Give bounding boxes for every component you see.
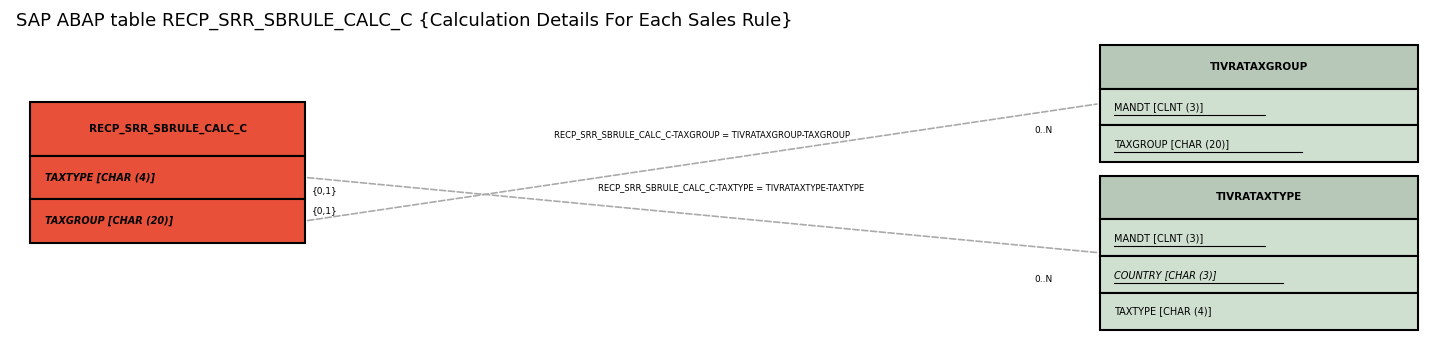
FancyBboxPatch shape [1100,176,1418,219]
FancyBboxPatch shape [1100,219,1418,256]
FancyBboxPatch shape [1100,256,1418,293]
Text: RECP_SRR_SBRULE_CALC_C-TAXTYPE = TIVRATAXTYPE-TAXTYPE: RECP_SRR_SBRULE_CALC_C-TAXTYPE = TIVRATA… [598,183,864,192]
Text: MANDT [CLNT (3)]: MANDT [CLNT (3)] [1114,233,1203,243]
FancyBboxPatch shape [1100,293,1418,330]
Text: {0,1}: {0,1} [313,186,337,195]
Text: COUNTRY [CHAR (3)]: COUNTRY [CHAR (3)] [1114,270,1216,280]
FancyBboxPatch shape [30,155,306,199]
Text: MANDT [CLNT (3)]: MANDT [CLNT (3)] [1114,102,1203,112]
Text: RECP_SRR_SBRULE_CALC_C-TAXGROUP = TIVRATAXGROUP-TAXGROUP: RECP_SRR_SBRULE_CALC_C-TAXGROUP = TIVRAT… [555,130,850,139]
FancyBboxPatch shape [1100,125,1418,162]
FancyBboxPatch shape [30,199,306,243]
FancyBboxPatch shape [1100,89,1418,125]
Text: 0..N: 0..N [1035,126,1053,135]
Text: TIVRATAXTYPE: TIVRATAXTYPE [1216,193,1302,202]
Text: 0..N: 0..N [1035,275,1053,284]
FancyBboxPatch shape [30,102,306,155]
Text: TAXGROUP [CHAR (20)]: TAXGROUP [CHAR (20)] [45,216,172,226]
Text: SAP ABAP table RECP_SRR_SBRULE_CALC_C {Calculation Details For Each Sales Rule}: SAP ABAP table RECP_SRR_SBRULE_CALC_C {C… [16,11,792,30]
Text: TAXGROUP [CHAR (20)]: TAXGROUP [CHAR (20)] [1114,139,1229,149]
Text: TAXTYPE [CHAR (4)]: TAXTYPE [CHAR (4)] [45,172,155,183]
Text: {0,1}: {0,1} [313,207,337,215]
Text: TIVRATAXGROUP: TIVRATAXGROUP [1209,62,1308,72]
Text: TAXTYPE [CHAR (4)]: TAXTYPE [CHAR (4)] [1114,307,1212,316]
Text: RECP_SRR_SBRULE_CALC_C: RECP_SRR_SBRULE_CALC_C [88,124,246,134]
FancyBboxPatch shape [1100,45,1418,89]
